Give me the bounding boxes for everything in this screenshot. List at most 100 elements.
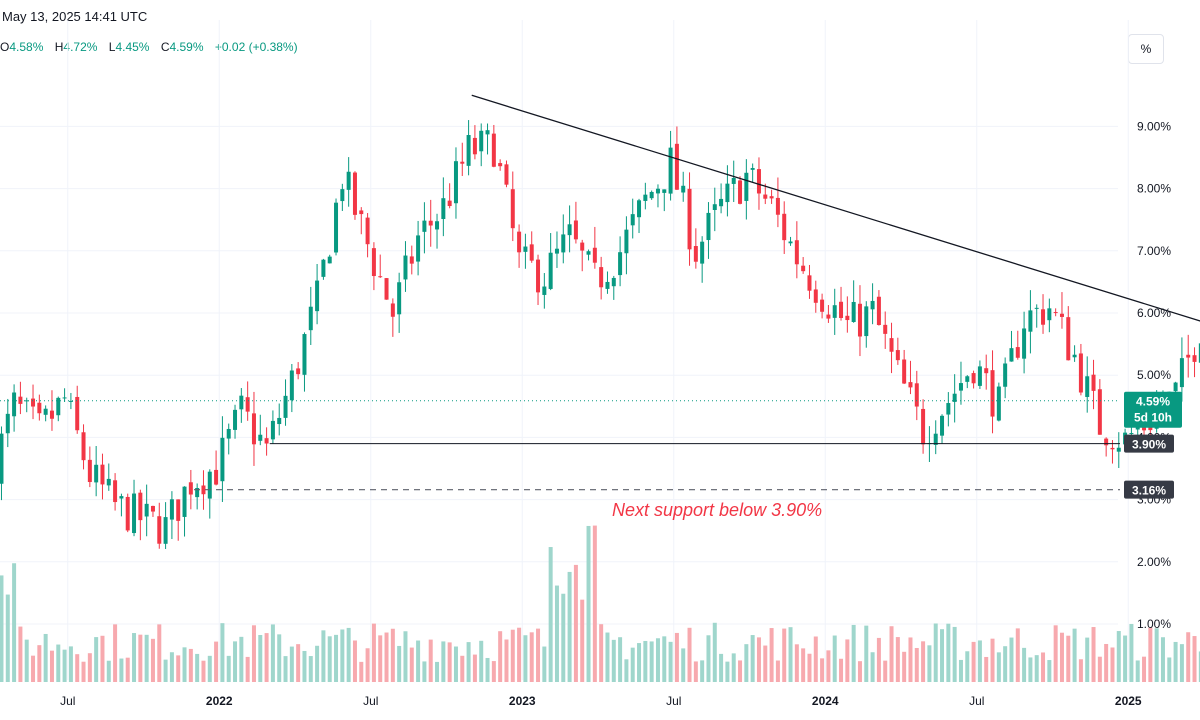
volume-bar — [334, 634, 339, 682]
candle-body — [586, 251, 591, 255]
volume-bar — [940, 629, 945, 682]
volume-bar — [428, 639, 433, 682]
x-tick-label: Jul — [969, 694, 984, 708]
volume-bar — [1072, 628, 1077, 682]
candle-body — [315, 280, 320, 312]
volume-bar — [839, 658, 844, 682]
volume-bar — [586, 525, 591, 682]
candle-body — [498, 163, 503, 167]
volume-bar — [75, 654, 80, 682]
volume-bar — [1110, 647, 1115, 682]
volume-bar — [270, 624, 275, 682]
volume-bar — [1022, 647, 1027, 682]
volume-bar — [1186, 632, 1191, 682]
candle-body — [504, 164, 509, 185]
candle-body — [49, 410, 54, 419]
volume-bar — [371, 623, 376, 682]
volume-bar — [447, 642, 452, 682]
candle-body — [334, 202, 339, 253]
candle-body — [1009, 348, 1014, 362]
candle-body — [321, 259, 326, 277]
volume-bar — [1085, 637, 1090, 682]
volume-bar — [807, 653, 812, 682]
open-value: 4.58% — [9, 40, 44, 54]
volume-bar — [163, 659, 168, 682]
candle-body — [251, 413, 256, 445]
candle-body — [0, 433, 4, 484]
candle-body — [441, 198, 446, 220]
candle-body — [674, 143, 679, 190]
candle-body — [226, 428, 231, 439]
candle-body — [548, 252, 553, 289]
candle-body — [264, 438, 269, 444]
volume-bar — [687, 627, 692, 682]
candle-body — [435, 221, 440, 230]
volume-bar — [1015, 628, 1020, 682]
candle-body — [990, 370, 995, 417]
volume-bar — [630, 647, 635, 682]
volume-bar — [188, 648, 193, 682]
candle-body — [782, 213, 787, 241]
candle-body — [24, 400, 29, 402]
candle-body — [681, 185, 686, 193]
volume-bar — [719, 653, 724, 682]
candle-body — [245, 397, 250, 412]
y-tick-label: 4.00% — [1137, 430, 1171, 444]
volume-bar — [81, 661, 86, 682]
candle-body — [1047, 308, 1052, 321]
volume-bar — [1154, 628, 1159, 682]
candle-body — [169, 499, 174, 520]
candle-body — [687, 188, 692, 250]
volume-bar — [580, 599, 585, 682]
price-tags: 4.59% 5d 10h 3.90% 3.16% — [1124, 391, 1182, 499]
volume-bar — [169, 652, 174, 682]
candle-body — [270, 420, 275, 440]
volume-bar — [756, 637, 761, 682]
candle-body — [1148, 426, 1153, 431]
candle-body — [731, 177, 736, 184]
candle-body — [1192, 355, 1197, 362]
volume-bar — [359, 661, 364, 682]
volume-bars — [0, 525, 1200, 682]
volume-bar — [504, 639, 509, 682]
volume-bar — [365, 648, 370, 682]
candle-body — [693, 246, 698, 262]
candle-body — [738, 180, 743, 204]
volume-bar — [397, 645, 402, 682]
candle-body — [233, 409, 238, 430]
candle-body — [775, 197, 780, 215]
candle-body — [422, 220, 427, 232]
candle-body — [649, 191, 654, 199]
volume-bar — [113, 624, 118, 682]
x-tick-label: 2023 — [509, 694, 536, 708]
volume-bar — [485, 657, 490, 682]
candle-body — [1160, 407, 1165, 411]
support-annotation: Next support below 3.90% — [612, 500, 822, 520]
volume-bar — [1104, 643, 1109, 682]
candle-body — [1059, 313, 1064, 317]
candle-body — [327, 256, 332, 264]
candle-body — [207, 471, 212, 499]
candle-body — [479, 130, 484, 152]
candle-body — [668, 147, 673, 194]
candle-body — [630, 214, 635, 226]
next-support-tag — [1124, 480, 1174, 499]
volume-bar — [851, 624, 856, 682]
volume-bar — [876, 637, 881, 682]
volume-bar — [226, 655, 231, 682]
volume-bar — [618, 637, 623, 682]
percent-scale-button[interactable]: % — [1128, 34, 1164, 64]
candle-body — [378, 276, 383, 278]
candle-body — [157, 516, 162, 544]
volume-bar — [895, 637, 900, 682]
volume-bar — [637, 643, 642, 682]
volume-bar — [1059, 632, 1064, 682]
candle-body — [1072, 354, 1077, 358]
candle-body — [283, 395, 288, 418]
volume-bar — [933, 623, 938, 682]
candle-body — [820, 299, 825, 312]
y-tick-label: 1.00% — [1137, 617, 1171, 631]
candle-body — [624, 229, 629, 254]
candle-body — [296, 368, 301, 375]
